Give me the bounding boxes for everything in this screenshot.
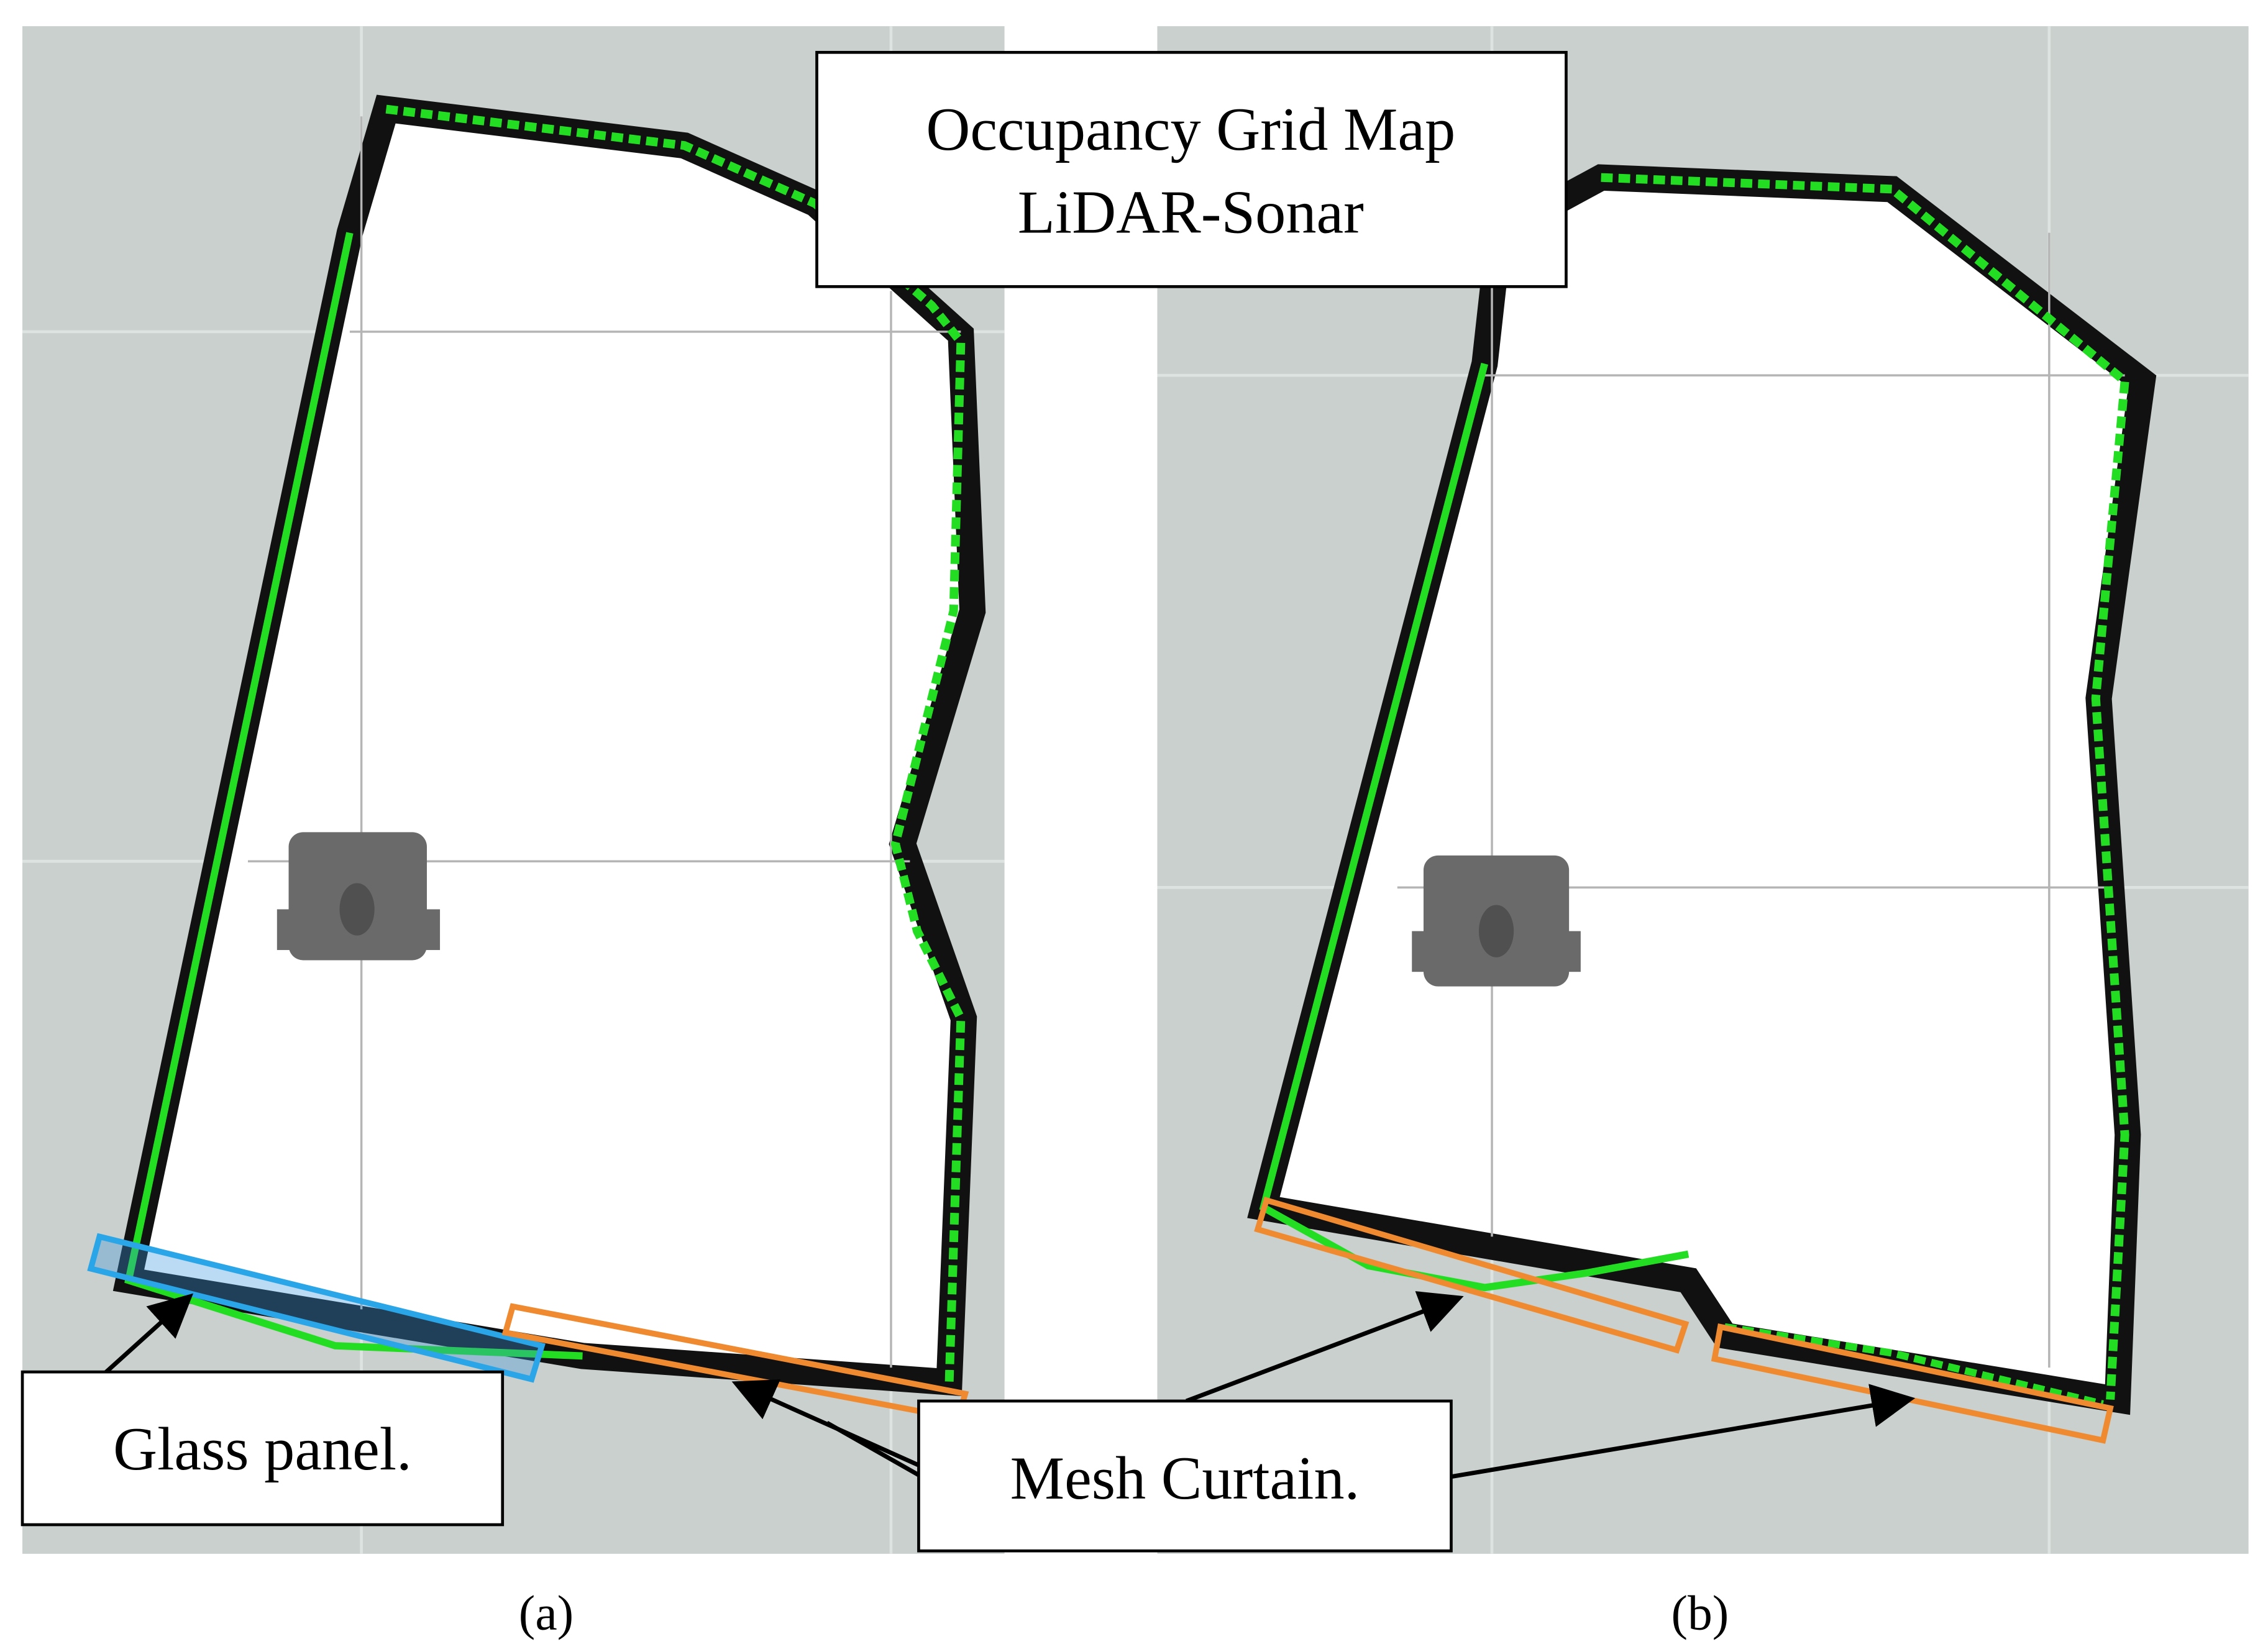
arrows xyxy=(21,1291,1916,1479)
mesh-box: Mesh Curtain. xyxy=(917,1399,1453,1553)
caption: (a) xyxy=(519,1586,574,1641)
glass-box: Glass panel. xyxy=(21,1370,505,1527)
annotation: Glass panel. xyxy=(113,1415,412,1483)
title-line: Occupancy Grid Map xyxy=(926,96,1455,163)
caption: (b) xyxy=(1671,1586,1729,1641)
title-box: Occupancy Grid Map LiDAR-Sonar xyxy=(815,50,1568,288)
title-line: LiDAR-Sonar xyxy=(1018,179,1364,247)
annotation: Mesh Curtain. xyxy=(1010,1445,1360,1512)
